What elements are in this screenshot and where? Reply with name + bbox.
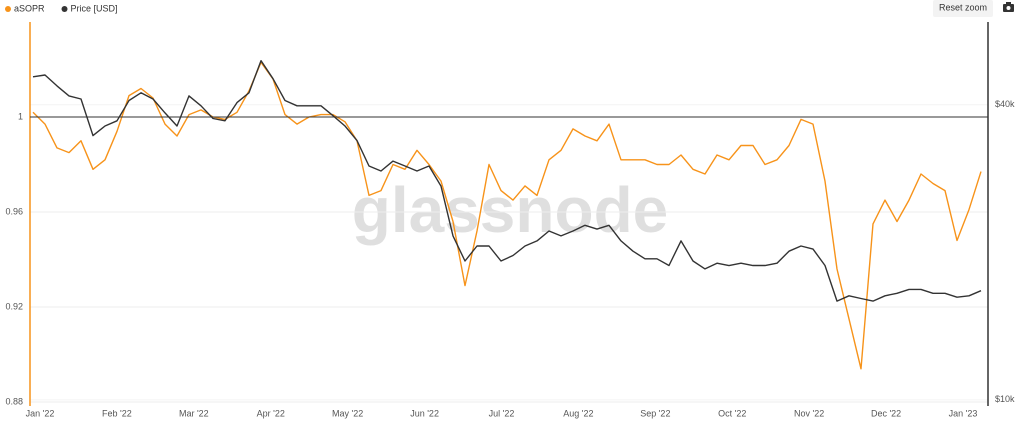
x-tick-label: Jan '23 [949, 408, 978, 418]
legend-marker [5, 6, 11, 12]
x-tick-label: Jun '22 [410, 408, 439, 418]
legend-label: aSOPR [14, 3, 45, 13]
y-tick-label: 0.96 [5, 206, 23, 216]
watermark: glassnode [352, 174, 669, 246]
x-tick-label: Jan '22 [26, 408, 55, 418]
legend-marker [61, 6, 68, 12]
legend-label: Price [USD] [71, 3, 118, 13]
camera-top[interactable] [1006, 2, 1011, 5]
camera-icon[interactable] [1003, 2, 1014, 12]
x-tick-label: Sep '22 [640, 408, 670, 418]
y2-tick-label: $10k [995, 394, 1015, 404]
y2-tick-label: $40k [995, 99, 1015, 109]
x-tick-label: May '22 [332, 408, 363, 418]
x-tick-label: Nov '22 [794, 408, 824, 418]
x-tick-label: Apr '22 [257, 408, 285, 418]
camera-lens[interactable] [1006, 6, 1011, 10]
y-tick-label: 1 [18, 111, 23, 121]
x-tick-label: Oct '22 [718, 408, 746, 418]
x-tick-label: Jul '22 [489, 408, 515, 418]
series-line [32, 60, 982, 302]
series-line [32, 61, 982, 370]
reset-button-bg[interactable] [933, 0, 993, 17]
x-tick-label: Aug '22 [563, 408, 593, 418]
y-tick-label: 0.88 [5, 396, 23, 406]
reset-zoom[interactable]: Reset zoom [933, 0, 993, 17]
reset-button-label[interactable]: Reset zoom [939, 2, 987, 12]
x-tick-label: Mar '22 [179, 408, 209, 418]
x-tick-label: Dec '22 [871, 408, 901, 418]
y-tick-label: 0.92 [5, 301, 23, 311]
x-tick-label: Feb '22 [102, 408, 132, 418]
